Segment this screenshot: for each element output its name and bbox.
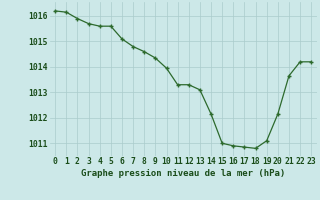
- X-axis label: Graphe pression niveau de la mer (hPa): Graphe pression niveau de la mer (hPa): [81, 169, 285, 178]
